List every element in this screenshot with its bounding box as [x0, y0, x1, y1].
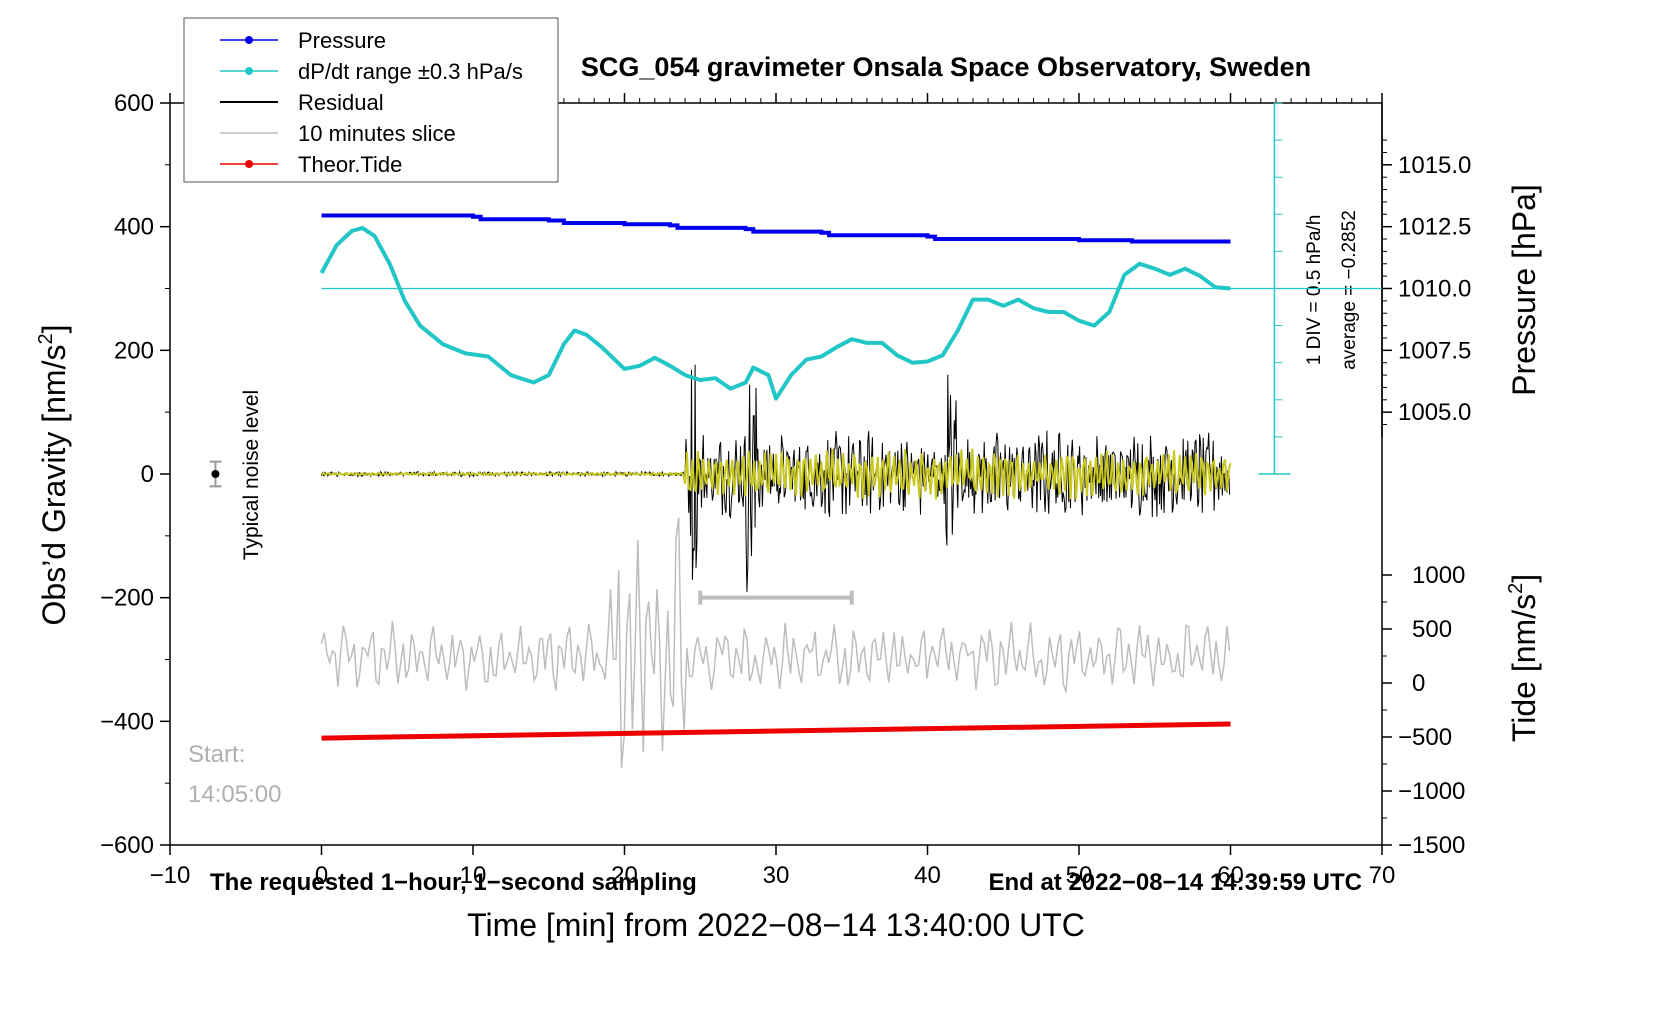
tide-tick-label: 0 — [1412, 670, 1425, 697]
start-time-label: 14:05:00 — [188, 781, 281, 808]
x-tick-label: −10 — [150, 862, 191, 889]
legend-label: Pressure — [298, 28, 386, 53]
legend-label: dP/dt range ±0.3 hPa/s — [298, 59, 523, 84]
tide-tick-label: 500 — [1412, 616, 1452, 643]
pressure-axis-label: Pressure [hPa] — [1506, 184, 1542, 396]
tide-tick-label: 1000 — [1412, 562, 1465, 589]
legend-marker — [245, 160, 253, 168]
x-tick-label: 20 — [611, 862, 638, 889]
chart-title: SCG_054 gravimeter Onsala Space Observat… — [581, 52, 1311, 82]
left-axis-label: Obs’d Gravity [nm/s2] — [35, 325, 72, 626]
x-tick-label: 10 — [460, 862, 487, 889]
noise-level-marker — [209, 460, 222, 488]
left-tick-label: 0 — [141, 461, 154, 488]
tide-axis-ticks: −1500 −1000 −500 0 500 1000 — [1382, 562, 1465, 859]
x-tick-label: 30 — [763, 862, 790, 889]
pressure-tick-label: 1015.0 — [1398, 152, 1471, 179]
noise-point — [211, 470, 220, 478]
tide-axis-label-end: ] — [1506, 574, 1542, 583]
left-tick-label: −600 — [100, 832, 154, 859]
dpdt-average-label: average = −0.2852 — [1339, 210, 1360, 370]
left-tick-label: 200 — [114, 337, 154, 364]
x-axis-label: Time [min] from 2022−08−14 13:40:00 UTC — [467, 907, 1085, 943]
noise-level-label: Typical noise level — [240, 390, 263, 560]
legend: Pressure dP/dt range ±0.3 hPa/s Residual 10… — [183, 17, 559, 183]
slice-range-bar — [698, 590, 854, 605]
left-tick-label: −200 — [100, 585, 154, 612]
x-tick-label: 60 — [1217, 862, 1244, 889]
pressure-axis-ticks: 1005.0 1007.5 1010.0 1012.5 1015.0 — [1381, 103, 1471, 437]
slice-series-line — [320, 517, 1231, 769]
pressure-tick-label: 1007.5 — [1398, 337, 1471, 364]
filtered-residual-line — [321, 448, 1232, 500]
left-tick-label: 400 — [114, 214, 154, 241]
legend-marker — [245, 67, 253, 75]
left-tick-label: 600 — [114, 90, 154, 117]
legend-label: Residual — [298, 90, 384, 115]
legend-marker — [245, 36, 253, 44]
tide-tick-label: −1000 — [1398, 778, 1465, 805]
pressure-tick-label: 1012.5 — [1398, 214, 1471, 241]
x-tick-label: 0 — [315, 862, 328, 889]
tide-series-line — [321, 721, 1231, 741]
series-layer — [319, 213, 1382, 769]
pressure-tick-label: 1010.0 — [1398, 276, 1471, 303]
tide-tick-label: −500 — [1398, 724, 1452, 751]
left-axis-label-sup: 2 — [35, 333, 57, 344]
tide-tick-label: −1500 — [1398, 832, 1465, 859]
dpdt-div-label: 1 DIV = 0.5 hPa/h — [1304, 215, 1325, 366]
tide-axis-label: Tide [nm/s2] — [1505, 574, 1542, 742]
x-tick-label: 40 — [914, 862, 941, 889]
legend-label: Theor.Tide — [298, 152, 402, 177]
left-axis-label-main: Obs’d Gravity [nm/s — [36, 345, 72, 626]
tide-axis-label-main: Tide [nm/s — [1506, 594, 1542, 742]
legend-box — [183, 17, 559, 183]
legend-label: 10 minutes slice — [298, 121, 456, 146]
x-axis-ticks: −10 0 10 20 30 40 50 60 70 — [150, 93, 1396, 889]
pressure-tick-label: 1005.0 — [1398, 399, 1471, 426]
x-tick-label: 50 — [1066, 862, 1093, 889]
sampling-note: The requested 1−hour, 1−second sampling — [210, 869, 697, 896]
left-axis-ticks: −600 −400 −200 0 200 400 600 — [100, 90, 170, 859]
left-tick-label: −400 — [100, 708, 154, 735]
tide-axis-label-sup: 2 — [1505, 583, 1527, 594]
pressure-series-line — [321, 213, 1231, 244]
dpdt-series-line — [319, 225, 1231, 401]
start-label: Start: — [188, 741, 245, 768]
left-axis-label-end: ] — [36, 325, 72, 334]
end-time-note: End at 2022−08−14 14:39:59 UTC — [988, 869, 1362, 896]
x-tick-label: 70 — [1369, 862, 1396, 889]
